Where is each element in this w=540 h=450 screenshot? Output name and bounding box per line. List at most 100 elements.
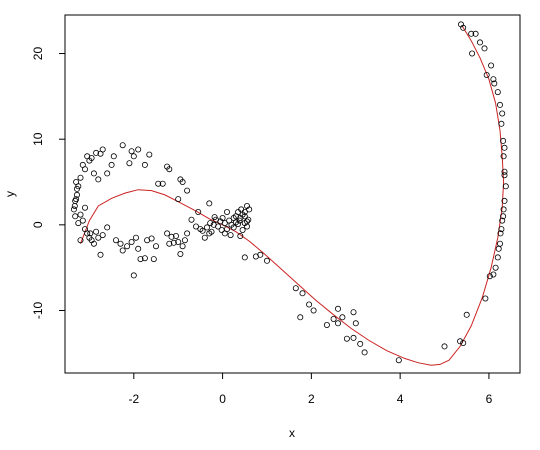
data-point xyxy=(323,321,330,328)
data-point xyxy=(175,196,182,203)
data-point xyxy=(77,174,84,181)
data-point xyxy=(494,254,501,261)
data-point xyxy=(119,142,126,149)
x-tick-label: -2 xyxy=(128,392,139,406)
x-tick-label: 4 xyxy=(397,392,404,406)
data-point xyxy=(188,216,195,223)
data-point xyxy=(132,234,139,241)
data-point xyxy=(502,183,509,190)
data-point xyxy=(494,89,501,96)
data-point xyxy=(246,206,253,213)
data-point xyxy=(235,208,242,215)
x-tick-label: 2 xyxy=(308,392,315,406)
data-point xyxy=(95,234,102,241)
data-point xyxy=(492,264,499,271)
data-point xyxy=(84,153,91,160)
data-point xyxy=(77,211,84,218)
x-tick-label: 0 xyxy=(219,392,226,406)
data-point xyxy=(460,339,467,346)
data-point xyxy=(490,76,497,83)
data-point xyxy=(481,45,488,52)
data-point xyxy=(104,224,111,231)
data-point xyxy=(496,101,503,108)
data-point xyxy=(350,309,357,316)
data-point xyxy=(137,256,144,263)
data-point xyxy=(150,256,157,263)
data-point xyxy=(468,30,475,37)
data-point xyxy=(501,168,508,175)
data-point xyxy=(501,197,508,204)
data-point xyxy=(203,224,210,231)
y-tick-label: 20 xyxy=(31,47,45,61)
data-point xyxy=(99,232,106,239)
data-point xyxy=(463,311,470,318)
data-point xyxy=(164,163,171,170)
data-point xyxy=(297,314,304,321)
data-point xyxy=(79,161,86,168)
data-point xyxy=(126,160,133,167)
data-point xyxy=(72,213,79,220)
data-point xyxy=(263,257,270,264)
data-point xyxy=(130,153,137,160)
data-point xyxy=(339,314,346,321)
data-point xyxy=(130,272,137,279)
y-tick-label: 10 xyxy=(31,132,45,146)
data-point xyxy=(70,206,77,213)
data-point xyxy=(500,137,507,144)
data-point xyxy=(483,72,490,79)
data-point xyxy=(77,237,84,244)
data-point xyxy=(357,340,364,347)
data-point xyxy=(498,226,505,233)
data-point xyxy=(166,240,173,247)
data-point xyxy=(469,50,476,57)
data-point xyxy=(82,204,89,211)
data-point xyxy=(499,217,506,224)
data-point xyxy=(501,144,508,151)
data-point xyxy=(159,180,166,187)
data-point xyxy=(104,170,111,177)
data-point xyxy=(292,285,299,292)
data-point xyxy=(90,170,97,177)
data-point xyxy=(226,217,233,224)
data-point xyxy=(73,178,80,185)
data-point xyxy=(144,237,151,244)
data-point xyxy=(252,253,259,260)
data-point xyxy=(361,349,368,356)
data-point xyxy=(141,161,148,168)
data-point xyxy=(460,24,467,31)
data-point xyxy=(177,250,184,257)
data-point xyxy=(491,80,498,87)
data-point xyxy=(74,191,81,198)
data-point xyxy=(172,232,179,239)
data-point xyxy=(128,148,135,155)
data-point xyxy=(146,151,153,158)
data-point xyxy=(93,149,100,156)
data-point xyxy=(352,320,359,327)
data-point xyxy=(306,301,313,308)
data-point xyxy=(108,161,115,168)
data-point xyxy=(124,243,131,250)
data-point xyxy=(168,233,175,240)
data-point xyxy=(497,230,504,237)
data-point xyxy=(334,320,341,327)
y-axis: -10 0 10 20 xyxy=(31,47,66,319)
data-point xyxy=(472,30,479,37)
data-point xyxy=(95,176,102,183)
data-point xyxy=(181,237,188,244)
data-point xyxy=(488,62,495,69)
data-point xyxy=(110,153,117,160)
data-point xyxy=(206,200,213,207)
data-point xyxy=(135,146,142,153)
data-point xyxy=(79,217,86,224)
data-point xyxy=(223,208,230,215)
data-point xyxy=(75,220,82,227)
data-point xyxy=(128,238,135,245)
data-point xyxy=(482,295,489,302)
data-point xyxy=(499,110,506,117)
data-point xyxy=(164,230,171,237)
data-point xyxy=(501,172,508,179)
data-point xyxy=(155,180,162,187)
data-point xyxy=(152,243,159,250)
data-point xyxy=(457,338,464,345)
